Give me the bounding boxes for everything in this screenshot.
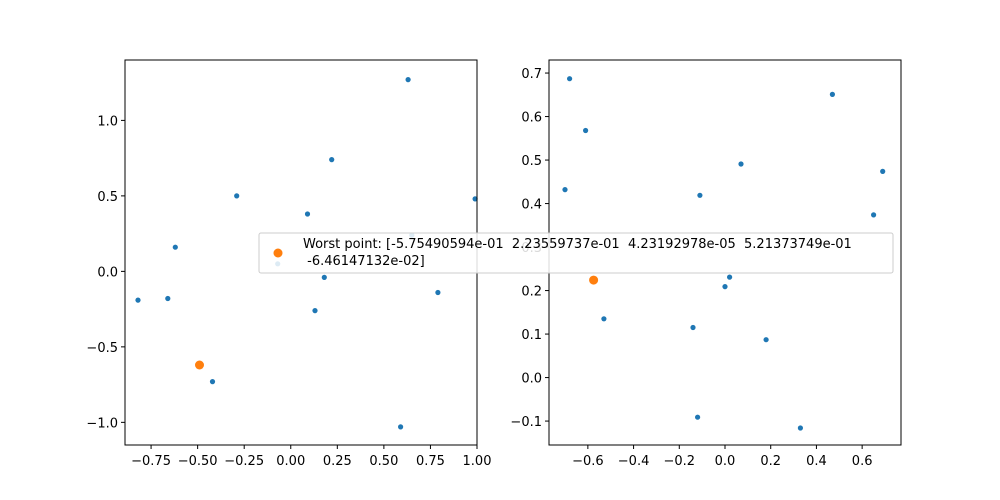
x-tick-label: 0.50 [369,454,398,469]
data-point [209,379,216,385]
x-tick-label: 0.25 [323,454,352,469]
y-tick-label: −1.0 [86,416,118,431]
x-tick-label: 0.4 [806,454,827,469]
x-tick-label: 1.00 [463,454,492,469]
data-point [398,424,404,430]
worst-point [589,275,599,285]
data-point [829,91,836,97]
legend-label-line1: Worst point: [-5.75490594e-01 2.23559737… [303,237,852,252]
data-point [435,289,441,296]
legend: Worst point: [-5.75490594e-01 2.23559737… [258,232,894,274]
x-tick-label: −0.6 [572,454,604,469]
x-tick-label: −0.2 [663,454,695,469]
data-point [727,274,733,280]
y-tick-label: 0.0 [521,372,542,387]
y-tick-label: 0.7 [521,67,542,82]
data-point [135,297,141,303]
y-tick-label: 1.0 [97,114,118,129]
x-tick-label: −0.4 [618,454,650,469]
x-tick-label: −0.75 [131,454,171,469]
y-tick-label: 0.2 [521,285,542,300]
data-point [738,161,744,167]
y-tick-label: 0.0 [97,265,118,280]
legend-box [258,232,894,274]
data-point [321,274,327,280]
y-tick-label: −0.5 [86,341,118,356]
x-tick-label: −0.50 [178,454,218,469]
y-tick-label: 0.5 [97,190,118,205]
worst-point [195,360,204,370]
data-point [763,337,769,343]
data-point [697,192,703,198]
y-tick-label: 0.5 [521,154,542,169]
y-tick-label: 0.4 [521,198,542,213]
legend-label-line2: -6.46147132e-02] [303,254,425,269]
data-point [472,196,478,202]
data-point [880,168,886,174]
data-point [567,76,573,82]
data-point [871,212,877,218]
data-point [304,211,311,217]
data-point [722,284,728,290]
y-tick-label: 0.6 [521,111,542,126]
legend-marker-worst [273,248,283,258]
data-point [583,127,589,134]
x-tick-label: 0.75 [416,454,445,469]
x-tick-label: −0.25 [224,454,264,469]
data-point [234,193,240,199]
y-tick-label: −0.1 [510,415,542,430]
data-point [690,324,696,331]
data-point [172,244,178,250]
data-point [312,308,318,314]
data-point [165,295,171,302]
x-tick-label: 0.0 [715,454,736,469]
data-point [695,414,701,420]
y-tick-label: 0.1 [521,328,542,343]
data-point [562,187,568,193]
data-point [405,77,411,83]
x-tick-label: 0.2 [760,454,781,469]
right-scatter-panel: −0.6−0.4−0.20.00.20.40.6−0.10.00.10.20.3… [510,59,902,469]
x-tick-label: 0.00 [276,454,305,469]
data-point [797,425,804,431]
data-point [329,157,335,163]
data-point [601,316,607,322]
x-tick-label: 0.6 [852,454,873,469]
